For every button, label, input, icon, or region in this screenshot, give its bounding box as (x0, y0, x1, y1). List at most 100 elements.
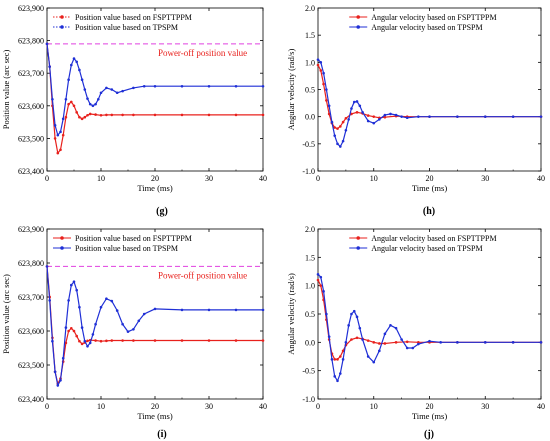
data-point (72, 57, 76, 60)
y-tick-label: 0.5 (305, 310, 315, 319)
data-point (400, 338, 403, 341)
x-tick-label: 10 (370, 402, 378, 411)
data-point (61, 133, 65, 137)
data-point (61, 117, 65, 121)
data-point (333, 358, 337, 361)
data-point (339, 372, 342, 375)
y-axis-label: Angular velocity (rad/s) (286, 48, 296, 130)
data-point (378, 349, 381, 353)
plot-frame (46, 228, 264, 400)
series-line (317, 273, 541, 383)
data-point (483, 115, 487, 118)
legend-marker (60, 15, 64, 19)
data-point (91, 333, 95, 336)
series-tpspm (316, 273, 543, 383)
data-point (56, 133, 60, 137)
data-point (330, 120, 334, 124)
data-point (51, 97, 54, 101)
x-tick-label: 20 (426, 402, 434, 411)
data-point (105, 339, 108, 343)
data-point (325, 88, 328, 91)
data-point (59, 148, 62, 152)
data-point (70, 100, 73, 104)
data-point (389, 324, 392, 327)
data-point (366, 339, 370, 342)
x-tick-label: 30 (205, 402, 213, 411)
y-tick-label: 2.0 (305, 225, 315, 234)
data-point (336, 358, 339, 361)
data-point (355, 336, 359, 340)
data-point (336, 379, 339, 383)
y-axis-label: Angular velocity (rad/s) (286, 273, 296, 355)
legend-label: Angular velocity based on TPSPM (371, 23, 482, 32)
data-point (344, 128, 348, 132)
y-tick-label: 1.0 (305, 282, 315, 291)
data-point (358, 104, 362, 108)
series-line (317, 59, 541, 148)
data-point (511, 341, 515, 344)
x-tick-label: 30 (481, 402, 489, 411)
data-point (322, 71, 325, 75)
data-point (405, 346, 409, 350)
chart-panel-h: 0 10 20 30 40 -1.0 -0.5 0.0 0.5 1.0 1.5 2.0 Time (ms… (286, 4, 545, 217)
series-tpspm (45, 265, 265, 388)
y-tick-label: -0.5 (302, 140, 315, 149)
data-point (341, 139, 345, 143)
data-point (378, 342, 381, 345)
data-point (67, 299, 70, 302)
data-point (51, 339, 54, 343)
data-point (59, 379, 62, 382)
data-point (115, 309, 119, 312)
data-point (483, 341, 487, 344)
data-point (344, 116, 348, 120)
data-point (341, 120, 345, 124)
data-point (539, 341, 543, 344)
legend-marker (356, 25, 361, 29)
data-point (105, 86, 108, 90)
data-point (394, 113, 398, 117)
panel-label: (h) (423, 206, 435, 217)
plot-frame (46, 7, 264, 172)
data-point (327, 335, 331, 338)
data-point (417, 115, 420, 118)
series-line (46, 43, 263, 155)
data-point (207, 339, 211, 342)
y-tick-label: 623,600 (18, 102, 44, 111)
plot-frame (317, 7, 542, 172)
data-point (110, 113, 114, 117)
data-point (405, 116, 409, 120)
y-tick-label: 623,600 (18, 327, 44, 336)
data-point (456, 115, 459, 118)
data-point (72, 104, 76, 108)
panel-label: (i) (157, 429, 166, 440)
data-point (53, 137, 57, 140)
y-tick-label: 623,700 (18, 69, 44, 78)
y-tick-label: 623,400 (18, 167, 44, 176)
data-point (322, 290, 325, 293)
data-point (153, 113, 157, 117)
y-tick-label: 2.0 (305, 4, 315, 13)
data-point (366, 119, 370, 123)
y-tick-label: 623,900 (18, 4, 44, 13)
data-point (333, 134, 337, 137)
data-point (417, 342, 420, 346)
data-point (372, 115, 376, 118)
data-point (64, 115, 68, 119)
data-point (378, 118, 381, 121)
data-point (261, 339, 265, 342)
legend-marker (60, 236, 64, 240)
y-tick-label: 623,700 (18, 293, 44, 302)
data-point (75, 288, 78, 292)
data-point (80, 117, 84, 121)
x-tick-label: 30 (205, 174, 213, 183)
data-point (61, 356, 65, 360)
series-tpspm (316, 58, 543, 148)
series-line (317, 279, 541, 360)
data-point (115, 91, 119, 95)
x-tick-label: 0 (316, 174, 320, 183)
data-point (78, 115, 81, 119)
data-point (361, 338, 364, 341)
x-tick-label: 20 (151, 174, 159, 183)
data-point (383, 115, 387, 119)
data-point (207, 113, 211, 117)
